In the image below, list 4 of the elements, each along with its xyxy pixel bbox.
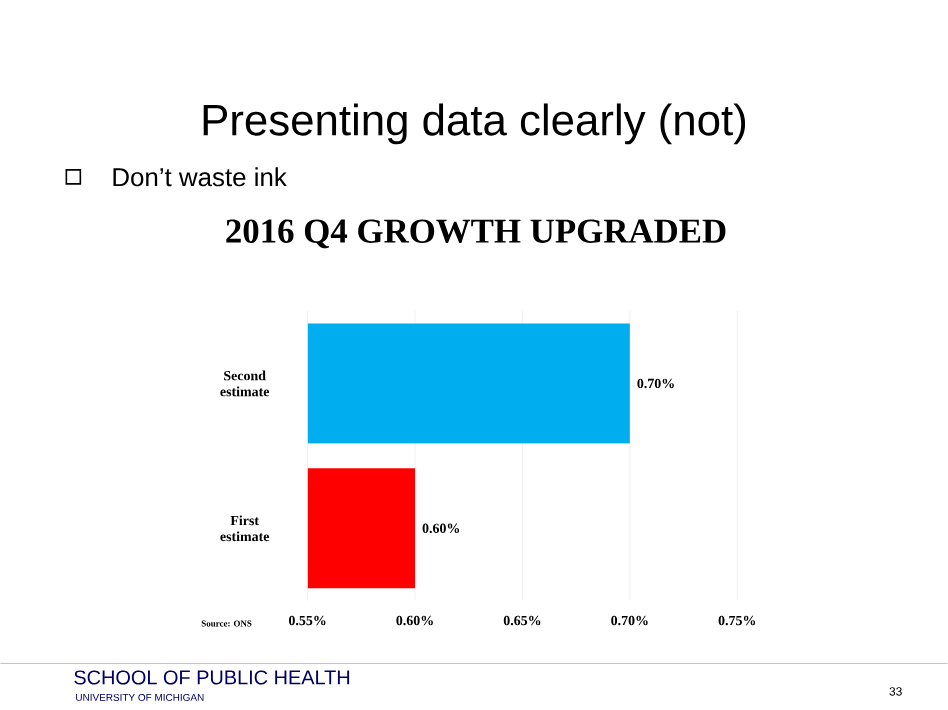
text: Presenting data clearly (not): [203, 103, 746, 145]
chart-title: 2016 Q4 GROWTH UPGRADED: [226, 219, 726, 249]
text: Don’t waste ink: [113, 167, 287, 187]
text: SCHOOL OF PUBLIC HEALTH: [74, 670, 350, 685]
